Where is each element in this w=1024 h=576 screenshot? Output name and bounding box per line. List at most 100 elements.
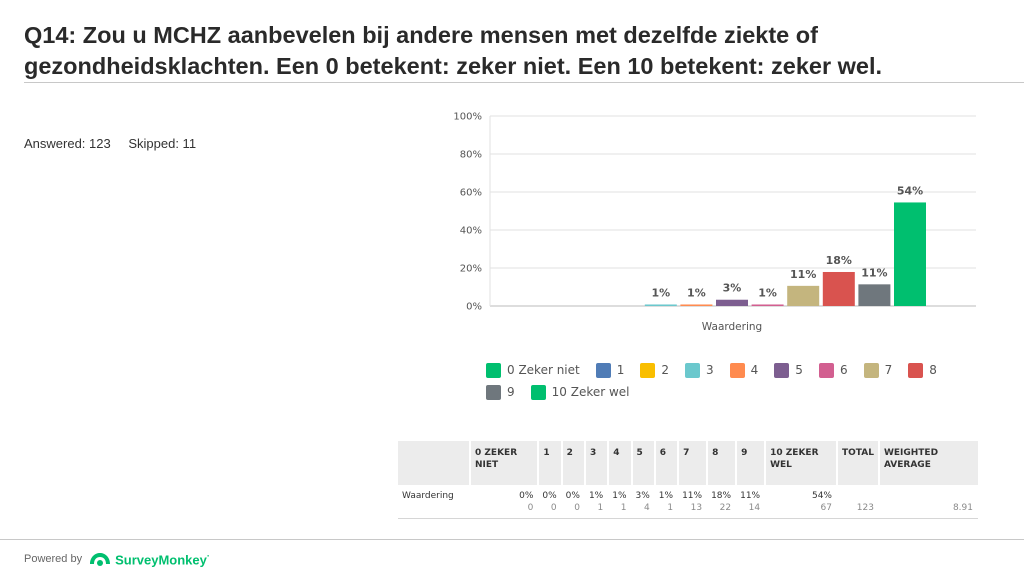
legend-swatch [729, 362, 745, 378]
data-label: 1% [687, 286, 706, 299]
legend-item: 0 Zeker niet [486, 362, 580, 378]
legend-label: 3 [706, 363, 714, 377]
column-header: 1 [537, 441, 562, 485]
cell-count: 0 [527, 503, 534, 513]
cell-count: 14 [748, 503, 761, 513]
column-header [398, 441, 470, 485]
title-divider [24, 82, 1024, 83]
bar-chart: 0% 20% 40% 60% 80% 100% 1% 1% 3% 1% 11% 18% 11% 54% Wa… [453, 112, 976, 333]
legend-swatch [486, 384, 501, 400]
legend-label: 2 [661, 363, 670, 377]
table-cell: 1% 1 [654, 485, 679, 519]
chart-legend: 0 Zeker niet 1 2 3 4 5 6 7 8 9 10 Zeker wel [486, 362, 986, 406]
footer-divider [0, 539, 1024, 540]
table-cell: 18% 22 [707, 485, 737, 519]
bar [716, 299, 748, 306]
bar [787, 285, 820, 306]
row-label: Waardering [398, 485, 470, 519]
y-tick-label: 20% [460, 264, 482, 275]
column-header: TOTAL [836, 441, 879, 485]
legend-swatch [774, 362, 790, 378]
total-cell: 123 [837, 485, 879, 519]
legend-label: 9 [507, 385, 515, 399]
column-header: 3 [583, 441, 609, 485]
legend-label: 6 [839, 363, 848, 377]
bar [894, 202, 926, 306]
legend-swatch [595, 362, 611, 378]
y-tick-label: 0% [466, 302, 482, 313]
column-header: 0 ZEKER NIET [468, 441, 539, 485]
legend-item: 5 [774, 362, 803, 378]
table-row: Waardering 0% 0 0% 0 0% 0 1% 1 1% 1 3% 4 1% 1 11% 13 18% 2… [398, 485, 978, 519]
legend-item: 3 [685, 362, 714, 378]
table-cell: 1% 1 [584, 485, 609, 519]
cell-percent: 54% [811, 491, 832, 501]
table-cell: 0% 0 [538, 485, 562, 519]
legend-item: 7 [863, 362, 892, 378]
legend-label: 1 [616, 363, 625, 377]
bar [680, 304, 713, 306]
column-header: 7 [677, 441, 708, 485]
legend-swatch [908, 362, 924, 378]
data-label: 11% [790, 268, 816, 281]
surveymonkey-brand: SurveyMonkey· [115, 551, 210, 567]
column-header: 9 [735, 441, 766, 485]
bar [858, 284, 891, 306]
cell-percent: 1% [612, 491, 627, 501]
cell-percent: 1% [658, 491, 674, 501]
data-label: 1% [758, 286, 777, 299]
legend-label: 10 Zeker wel [551, 385, 630, 399]
table-cell: 11% 13 [678, 485, 708, 519]
legend-swatch [640, 362, 656, 378]
legend-item: 1 [595, 362, 625, 378]
column-header: WEIGHTED AVERAGE [877, 441, 978, 485]
cell-count: 0 [550, 503, 557, 513]
legend-label: 0 Zeker niet [507, 363, 580, 377]
powered-by-label: Powered by [24, 553, 83, 565]
results-table: 0 ZEKER NIET 1 2 3 4 5 6 7 8 9 10 ZEKER WEL TOTAL WE… [398, 441, 978, 519]
cell-count: 67 [820, 503, 832, 513]
bar [644, 304, 677, 306]
legend-item: 2 [640, 362, 669, 378]
brand-name: SurveyMonkey [115, 552, 207, 568]
weighted-average-cell: 8.91 [878, 485, 978, 519]
cell-count: 0 [574, 503, 580, 513]
data-label: 18% [826, 254, 852, 267]
cell-percent: 0% [542, 491, 557, 501]
bar [822, 271, 855, 306]
legend-swatch [685, 362, 701, 378]
column-header: 2 [560, 441, 585, 485]
table-cell: 0% 0 [470, 485, 539, 519]
legend-swatch [486, 362, 501, 378]
question-title: Q14: Zou u MCHZ aanbevelen bij andere me… [24, 22, 883, 79]
response-stats: Answered: 123 Skipped: 11 [24, 136, 210, 151]
y-tick-label: 60% [460, 188, 482, 199]
table-header-row: 0 ZEKER NIET 1 2 3 4 5 6 7 8 9 10 ZEKER WEL TOTAL WE… [398, 441, 978, 485]
cell-percent: 11% [740, 491, 761, 501]
legend-swatch [818, 362, 834, 378]
cell-percent: 18% [711, 491, 732, 501]
answered-count: Answered: 123 [24, 136, 111, 151]
legend-item: 8 [908, 362, 937, 378]
legend-swatch [863, 362, 879, 378]
y-tick-label: 80% [460, 150, 482, 161]
legend-item: 6 [818, 362, 848, 378]
table-cell: 1% 1 [608, 485, 632, 519]
legend-label: 5 [795, 363, 803, 377]
y-tick-label: 40% [460, 226, 482, 237]
column-header: 6 [653, 441, 679, 485]
footer: Powered by SurveyMonkey· [24, 550, 210, 568]
y-tick-label: 100% [453, 112, 482, 123]
column-header: 5 [630, 441, 655, 485]
surveymonkey-logo-icon [90, 553, 111, 566]
data-label: 1% [651, 286, 670, 299]
table-cell: 11% 14 [736, 485, 766, 519]
cell-percent: 0% [565, 491, 580, 501]
column-header: 8 [706, 441, 737, 485]
brand-mark: · [206, 550, 210, 561]
cell-count: 4 [644, 503, 650, 513]
cell-count: 13 [690, 503, 703, 513]
legend-item: 10 Zeker wel [530, 384, 630, 400]
cell-count: 1 [620, 503, 627, 513]
table-cell: 0% 0 [561, 485, 585, 519]
